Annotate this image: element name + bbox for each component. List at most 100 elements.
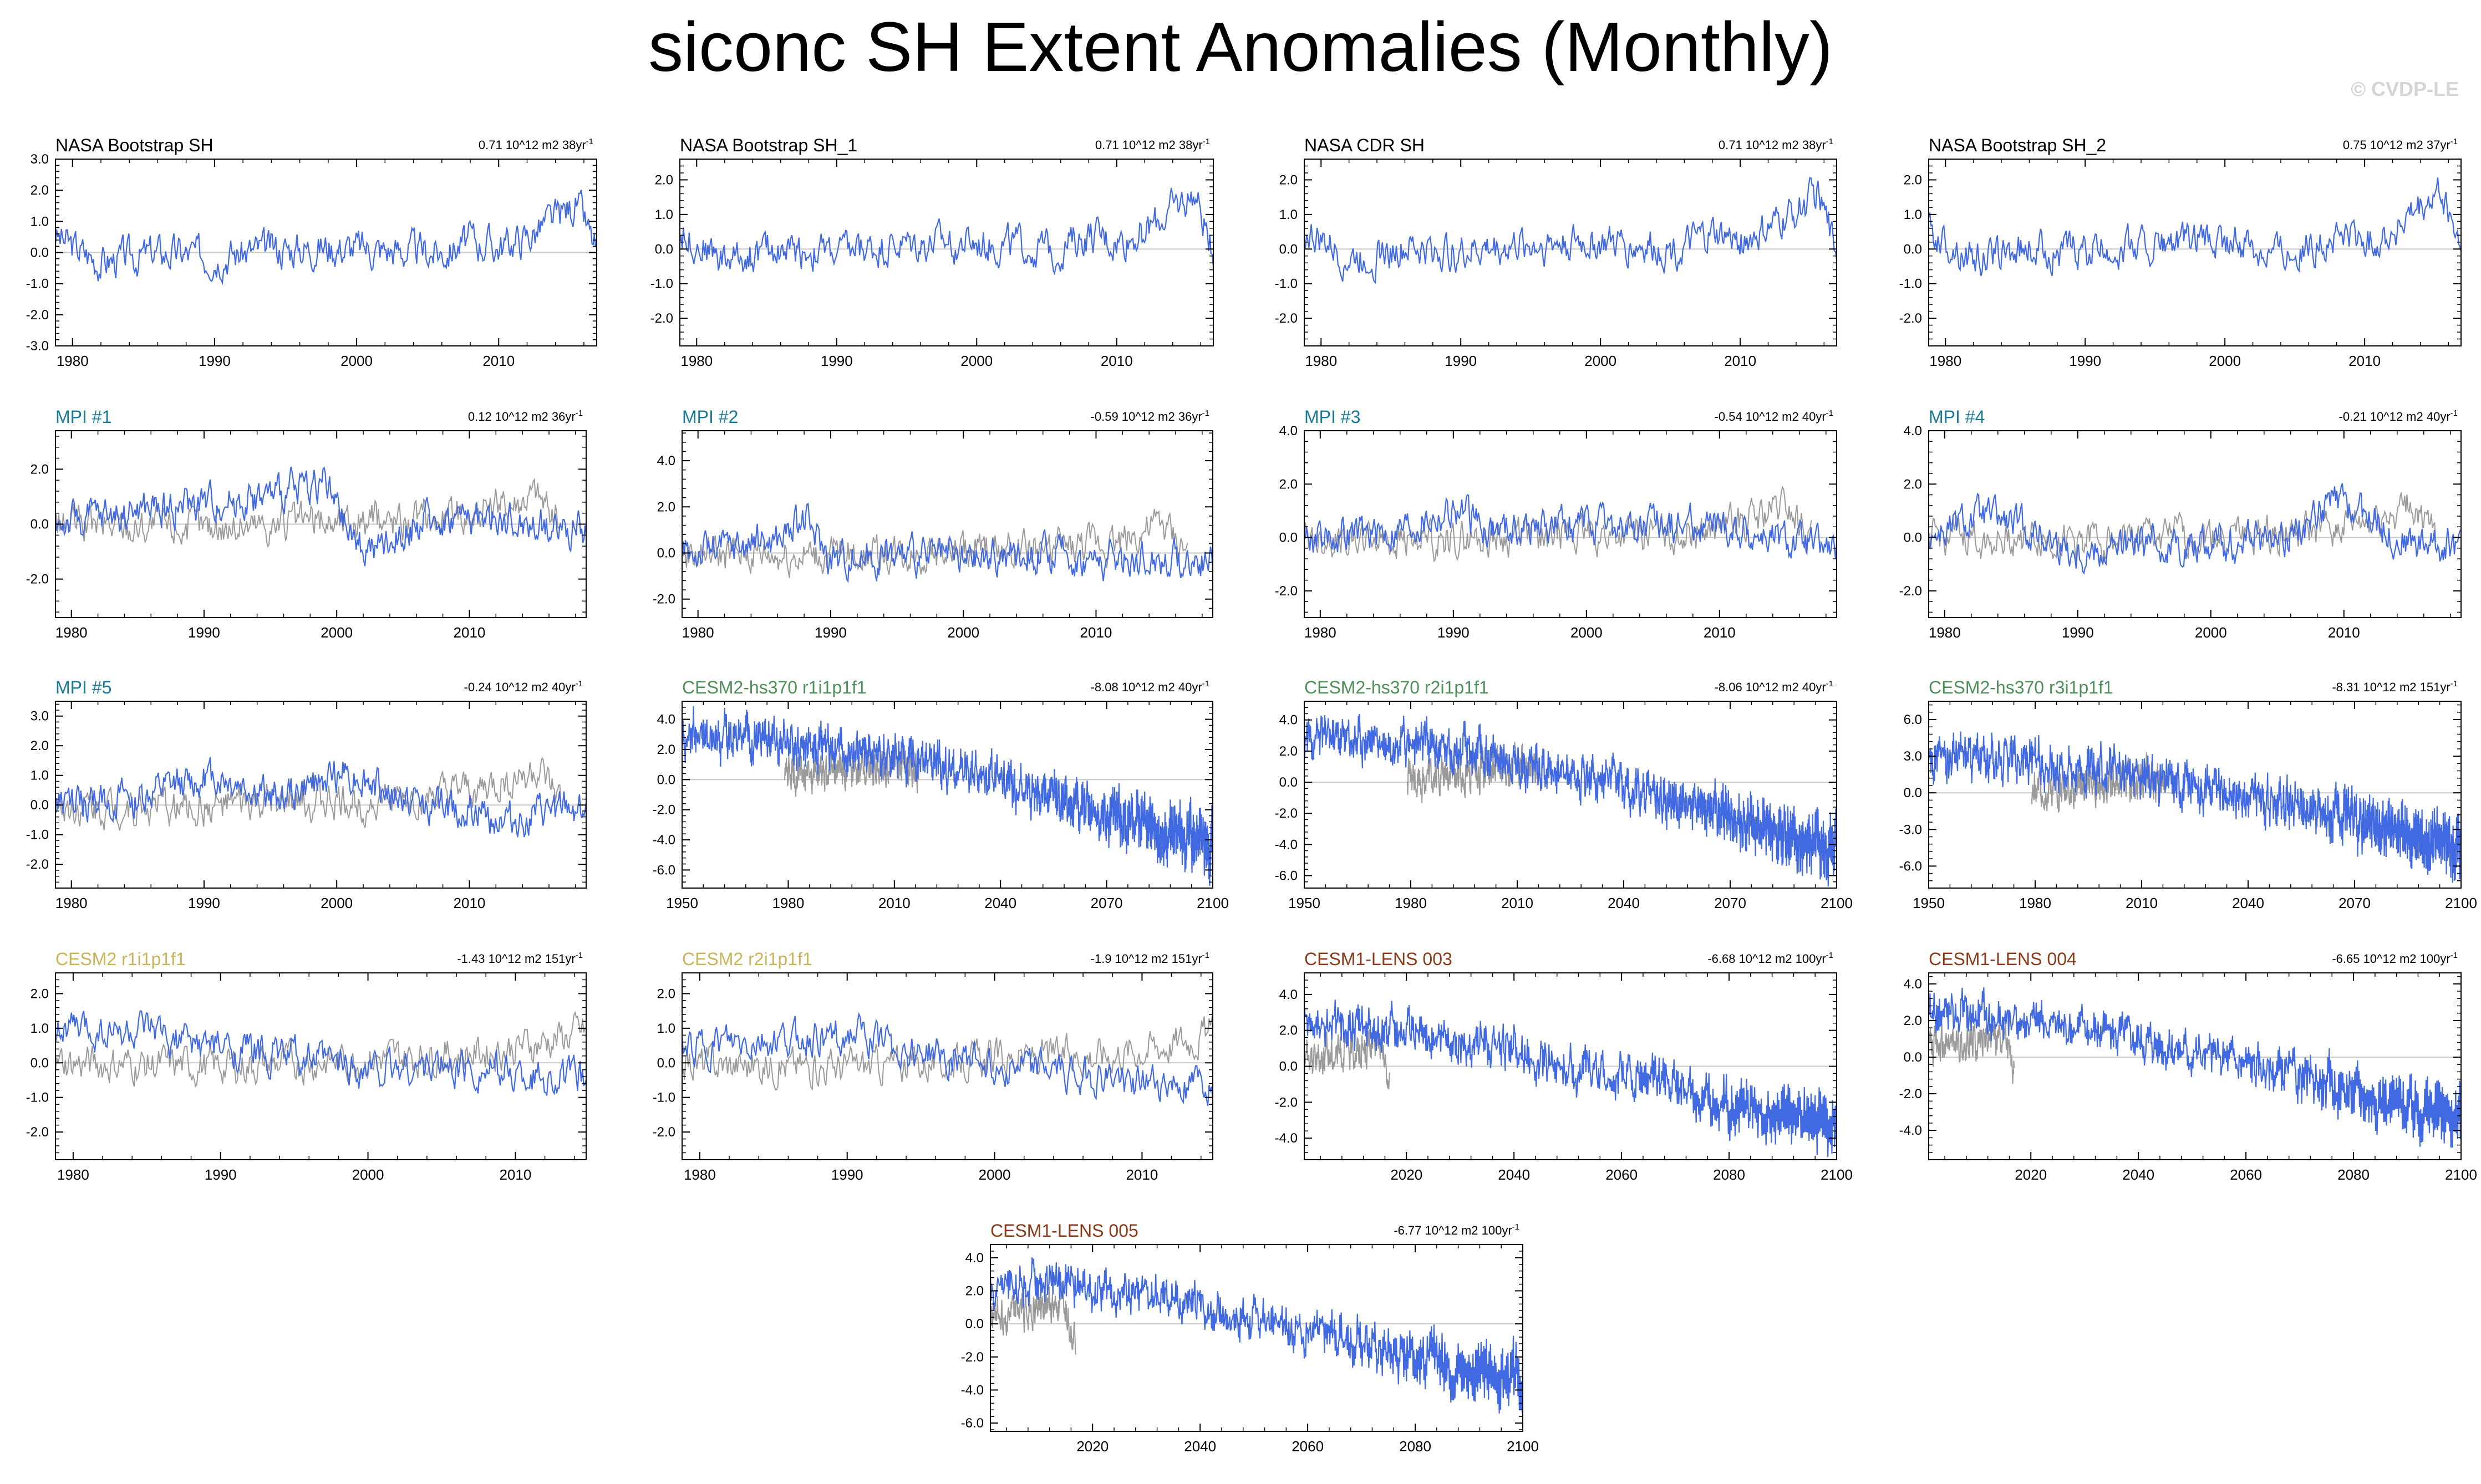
y-tick-label: 2.0: [1904, 1013, 1922, 1028]
chart-panel: CESM2-hs370 r2i1p1f1 -8.06 10^12 m2 40yr-…: [1275, 677, 1853, 911]
panel-title: MPI #5: [55, 677, 111, 697]
y-tick-label: 4.0: [1279, 713, 1298, 728]
y-tick-label: -1.0: [26, 828, 49, 843]
trend-exponent: -1: [1202, 951, 1209, 960]
obs-series-line: [682, 1011, 1213, 1091]
panel-title: MPI #2: [682, 407, 738, 427]
x-tick-label: 2000: [2195, 624, 2227, 641]
chart-panel: MPI #2 -0.59 10^12 m2 36yr-1 4.0 2.0 0.0 -2.0…: [653, 407, 1213, 641]
x-tick-label: 2010: [1724, 353, 1756, 369]
y-tick-label: -3.0: [1899, 822, 1922, 837]
x-tick-label: 2040: [1184, 1438, 1216, 1455]
y-tick-label: 0.0: [657, 1055, 675, 1070]
y-tick-label: 2.0: [1279, 744, 1298, 759]
x-tick-label: 2000: [2209, 353, 2241, 369]
x-tick-label: 2100: [1821, 895, 1853, 911]
y-tick-label: 0.0: [1904, 1050, 1922, 1065]
series-group: [1929, 177, 2461, 277]
x-tick-label: 1980: [57, 1166, 89, 1183]
series-group: [1304, 485, 1837, 563]
x-tick-label: 2040: [1498, 1166, 1530, 1183]
plot-frame: [1928, 972, 2462, 1160]
x-tick-label: 1990: [831, 1166, 863, 1183]
y-tick-label: -2.0: [26, 308, 49, 323]
y-tick-label: -1.0: [1899, 277, 1922, 292]
trend-label: -6.68 10^12 m2 100yr-1: [1707, 951, 1833, 966]
x-tick-label: 2060: [2230, 1166, 2262, 1183]
y-tick-label: -6.0: [653, 863, 675, 878]
x-tick-label: 1990: [188, 624, 220, 641]
x-tick-label: 2080: [1399, 1438, 1431, 1455]
x-tick-label: 1980: [1304, 624, 1336, 641]
plot-frame: [1304, 159, 1837, 346]
plot-frame: [1304, 701, 1837, 889]
panel-title: CESM2-hs370 r2i1p1f1: [1304, 677, 1489, 697]
y-tick-label: 1.0: [1904, 207, 1922, 222]
x-tick-label: 2020: [1076, 1438, 1109, 1455]
y-tick-label: 4.0: [965, 1251, 984, 1266]
model-series-line: [1929, 987, 2461, 1148]
credit-text: © CVDP-LE: [2351, 78, 2459, 100]
trend-value: -0.54 10^12 m2 40yr: [1715, 410, 1826, 424]
y-tick-label: -1.0: [26, 1090, 49, 1105]
trend-value: -6.77 10^12 m2 100yr: [1394, 1223, 1512, 1237]
y-tick-label: 2.0: [30, 986, 49, 1001]
model-series-line: [1929, 731, 2461, 883]
x-tick-label: 1980: [684, 1166, 716, 1183]
trend-label: -0.24 10^12 m2 40yr-1: [464, 679, 583, 694]
plot-frame: [682, 701, 1213, 889]
model-series-line: [55, 190, 597, 285]
y-tick-label: -4.0: [1899, 1123, 1922, 1138]
obs-series-line: [55, 757, 562, 831]
x-tick-label: 1950: [1288, 895, 1320, 911]
chart-panel: MPI #1 0.12 10^12 m2 36yr-1 2.0 0.0 -2.0 1980…: [26, 407, 587, 641]
y-tick-label: 3.0: [30, 152, 49, 167]
y-tick-label: -6.0: [961, 1416, 984, 1431]
y-tick-label: 2.0: [30, 183, 49, 198]
y-tick-label: 1.0: [1279, 207, 1298, 222]
plot-frame: [682, 972, 1213, 1160]
y-tick-label: -2.0: [26, 572, 49, 587]
x-tick-label: 2020: [1390, 1166, 1422, 1183]
y-tick-label: 1.0: [655, 207, 673, 222]
series-group: [682, 502, 1213, 583]
model-series-line: [682, 1012, 1213, 1106]
x-tick-label: 2070: [2338, 895, 2371, 911]
y-tick-label: 2.0: [1279, 1023, 1298, 1038]
x-tick-label: 2000: [979, 1166, 1011, 1183]
trend-label: -6.65 10^12 m2 100yr-1: [2332, 951, 2458, 966]
y-tick-label: -2.0: [650, 311, 673, 326]
panel-title: CESM2-hs370 r1i1p1f1: [682, 677, 867, 697]
obs-series-line: [682, 508, 1188, 578]
panel-title: CESM2 r1i1p1f1: [55, 949, 186, 969]
y-tick-label: 0.0: [1279, 531, 1298, 545]
y-tick-label: 1.0: [657, 1021, 675, 1036]
trend-label: -8.31 10^12 m2 151yr-1: [2332, 679, 2458, 694]
x-tick-label: 1980: [680, 353, 713, 369]
chart-panel: CESM1-LENS 003 -6.68 10^12 m2 100yr-1 4.0 2…: [1275, 949, 1853, 1183]
x-tick-label: 2040: [1608, 895, 1640, 911]
plot-frame: [1928, 430, 2462, 618]
y-tick-label: 1.0: [30, 768, 49, 783]
model-series-line: [55, 757, 586, 838]
y-tick-label: 0.0: [1279, 775, 1298, 790]
chart-panel: NASA Bootstrap SH_1 0.71 10^12 m2 38yr-1 2…: [650, 135, 1214, 369]
panel-title: NASA Bootstrap SH_1: [680, 135, 857, 155]
trend-value: -0.24 10^12 m2 40yr: [464, 680, 576, 694]
model-series-line: [1304, 494, 1837, 559]
x-tick-label: 2010: [2328, 624, 2360, 641]
y-tick-label: -2.0: [653, 1125, 675, 1140]
x-tick-label: 2000: [352, 1166, 384, 1183]
page-title: siconc SH Extent Anomalies (Monthly): [648, 8, 1833, 86]
model-series-line: [55, 466, 586, 567]
chart-panel: CESM2-hs370 r3i1p1f1 -8.31 10^12 m2 151yr…: [1899, 677, 2477, 911]
x-tick-label: 1990: [2062, 624, 2094, 641]
y-tick-label: 2.0: [657, 499, 675, 514]
panel-title: CESM2-hs370 r3i1p1f1: [1929, 677, 2113, 697]
plot-frame: [682, 430, 1213, 618]
panel-title: NASA CDR SH: [1304, 135, 1425, 155]
trend-value: -0.21 10^12 m2 40yr: [2339, 410, 2451, 424]
y-tick-label: 4.0: [1904, 424, 1922, 438]
trend-label: -8.08 10^12 m2 40yr-1: [1091, 679, 1209, 694]
trend-value: -8.08 10^12 m2 40yr: [1091, 680, 1202, 694]
